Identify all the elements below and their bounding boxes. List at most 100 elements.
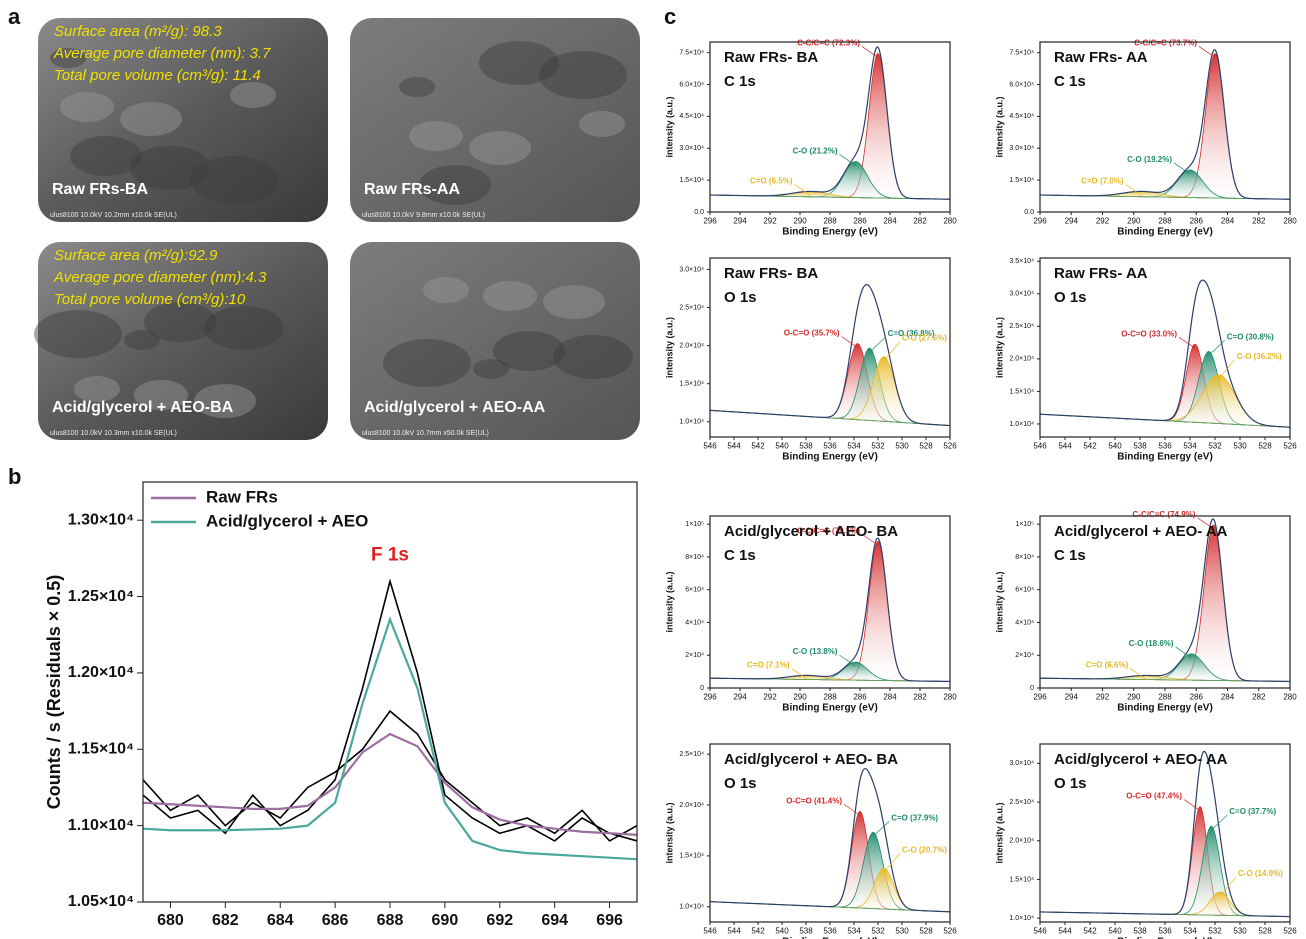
sem-image: Acid/glycerol + AEO-AA ulus8100 10.0kV 10… <box>350 242 640 440</box>
series-line <box>143 578 637 842</box>
label-leader <box>1198 46 1216 58</box>
y-tick-label: 3.0×10⁴ <box>1009 760 1034 767</box>
y-tick-label: 0 <box>700 685 704 692</box>
chart-title: Raw FRs- AA <box>1054 49 1148 66</box>
chart-title: Acid/glycerol + AEO- BA <box>724 523 898 540</box>
y-tick-label: 0.0 <box>694 209 704 216</box>
label-leader <box>1197 517 1214 530</box>
plot-area <box>710 537 950 683</box>
x-axis-label: Binding Energy (eV) <box>782 227 878 238</box>
label-leader <box>1130 668 1147 680</box>
y-tick-label: 2.0×10⁴ <box>1009 838 1034 845</box>
x-tick-label: 526 <box>943 442 957 451</box>
sem-texture <box>383 339 471 387</box>
peak-label: C=O (7.0%) <box>1081 177 1124 186</box>
region-label: C 1s <box>1054 73 1086 90</box>
y-tick-label: 1.0×10⁴ <box>1009 421 1034 428</box>
peak-label: C-C/C=C (73.7%) <box>1134 39 1197 48</box>
x-tick-label: 540 <box>1108 442 1122 451</box>
x-tick-label: 280 <box>943 217 957 226</box>
x-tick-label: 282 <box>1252 217 1266 226</box>
plot-frame <box>142 481 638 903</box>
peak-label: C-O (27.6%) <box>902 334 947 343</box>
x-axis-label: Binding energy (eV) <box>300 937 479 939</box>
x-tick-label: 528 <box>919 442 933 451</box>
plot-frame <box>1039 515 1291 689</box>
y-tick-label: 7.5×10⁴ <box>679 49 704 56</box>
panel-label: a <box>8 4 21 29</box>
sem-footer: ulus8100 10.0kV 9.8mm x10.0k SE(UL) <box>362 212 485 219</box>
peak-label: C-C/C=C (74.9%) <box>1133 510 1196 519</box>
x-tick-label: 528 <box>919 927 933 936</box>
x-tick-label: 544 <box>1058 927 1072 936</box>
sem-texture <box>134 380 188 410</box>
x-tick-label: 544 <box>727 442 741 451</box>
chart: 546 544 542 540 538 536 534 532 530 528 526 1.0×10⁴… <box>994 257 1297 463</box>
chart-title: Acid/glycerol + AEO- BA <box>724 751 898 768</box>
x-tick-label: 526 <box>1283 927 1297 936</box>
label-leader <box>843 804 861 816</box>
peak-label: C-O (19.2%) <box>1127 155 1172 164</box>
sem-texture <box>539 51 627 99</box>
peak-label: C=O (36.8%) <box>888 329 935 338</box>
label-leader <box>883 853 901 873</box>
x-tick-label: 296 <box>703 217 717 226</box>
x-tick-label: 530 <box>895 442 909 451</box>
x-tick-label: 282 <box>1252 693 1266 702</box>
chart: 546 544 542 540 538 536 534 532 530 528 526 1.0×10⁴… <box>994 743 1297 939</box>
sem-stat: Average pore diameter (nm):4.3 <box>53 269 267 286</box>
x-tick-label: 690 <box>432 912 459 929</box>
y-tick-label: 8×10⁴ <box>685 554 704 561</box>
sem-label: Acid/glycerol + AEO-AA <box>364 399 546 416</box>
x-tick-label: 542 <box>1083 927 1097 936</box>
y-tick-label: 2×10⁴ <box>685 652 704 659</box>
sem-texture <box>120 102 182 136</box>
y-tick-label: 6.0×10⁴ <box>679 81 704 88</box>
sem-stat: Surface area (m²/g):92.9 <box>54 247 218 264</box>
peak-label: C-C/C=C (72.3%) <box>797 39 860 48</box>
region-label: O 1s <box>1054 289 1087 306</box>
sem-footer: ulus8100 10.0kV 10.3mm x10.0k SE(UL) <box>50 430 177 437</box>
y-tick-label: 6×10⁴ <box>685 587 704 594</box>
region-label: C 1s <box>724 73 756 90</box>
sem-texture <box>483 281 537 311</box>
peak-label: C-O (13.8%) <box>793 647 838 656</box>
x-tick-label: 534 <box>1183 442 1197 451</box>
x-tick-label: 528 <box>1258 442 1272 451</box>
sem-footer: ulus8100 10.0kV 10.7mm x50.0k SE(UL) <box>362 430 489 437</box>
plot-frame <box>709 257 951 438</box>
y-tick-label: 8×10⁴ <box>1015 554 1034 561</box>
x-tick-label: 282 <box>913 217 927 226</box>
y-tick-label: 1.5×10⁴ <box>1009 177 1034 184</box>
plot-area <box>710 46 950 200</box>
chart: 296 294 292 290 288 286 284 282 280 0 2×10⁴ 4×10⁴ 6×… <box>664 515 957 714</box>
x-tick-label: 542 <box>751 927 765 936</box>
x-tick-label: 296 <box>1033 217 1047 226</box>
y-tick-label: 1.5×10⁴ <box>1009 876 1034 883</box>
x-tick-label: 290 <box>793 217 807 226</box>
label-leader <box>841 336 858 348</box>
peak-component <box>710 161 950 200</box>
x-tick-label: 688 <box>377 912 404 929</box>
sem-texture <box>190 156 278 204</box>
y-tick-label: 1.20×10⁴ <box>68 664 134 681</box>
sem-stat: Total pore volume (cm³/g):10 <box>54 291 246 308</box>
envelope <box>1040 518 1290 683</box>
chart-title: Acid/glycerol + AEO- AA <box>1054 523 1228 540</box>
sem-footer: ulus8100 10.0kV 10.2mm x10.0k SE(UL) <box>50 212 177 219</box>
sem-texture <box>130 146 210 190</box>
x-tick-label: 284 <box>1221 217 1235 226</box>
y-tick-label: 1.0×10⁴ <box>679 904 704 911</box>
plot-frame <box>709 515 951 689</box>
x-tick-label: 282 <box>913 693 927 702</box>
peak-label: C-O (18.6%) <box>1129 639 1174 648</box>
x-tick-label: 680 <box>157 912 184 929</box>
series-line <box>143 709 637 842</box>
x-tick-label: 682 <box>212 912 239 929</box>
x-tick-label: 538 <box>1133 927 1147 936</box>
plot-area <box>1040 279 1290 428</box>
sem-texture <box>144 302 216 342</box>
label-leader <box>839 154 856 166</box>
x-tick-label: 286 <box>1190 217 1204 226</box>
